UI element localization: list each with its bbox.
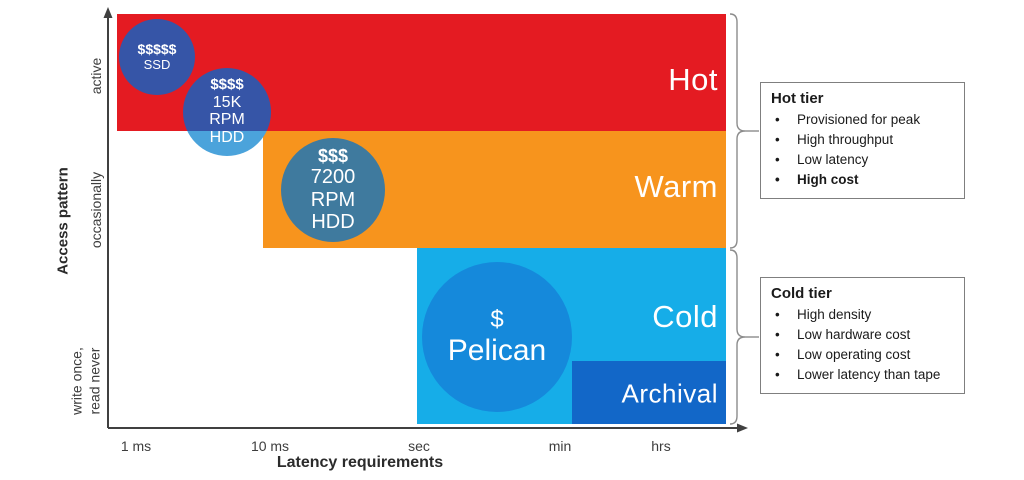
region-archival <box>572 361 726 424</box>
xtick-min: min <box>548 438 572 454</box>
warm-region-label: Warm <box>634 169 718 204</box>
7200-hdd-label-line1: 7200 <box>310 166 356 189</box>
list-item: • Provisioned for peak <box>771 110 954 130</box>
bullet-text: Provisioned for peak <box>797 112 921 127</box>
xtick-10ms: 10 ms <box>250 438 290 454</box>
ssd-cost: $$$$$ <box>137 40 177 57</box>
list-item: • Lower latency than tape <box>771 365 954 385</box>
15k-hdd-cost: $$$$ <box>210 75 244 93</box>
y-axis-arrow-icon <box>103 7 113 18</box>
archival-region-label: Archival <box>621 378 718 409</box>
cold-region-label: Cold <box>652 299 718 334</box>
ytick-occasionally: occasionally <box>88 171 104 249</box>
xtick-sec: sec <box>408 438 430 454</box>
cold-tier-bullet-list: • High density • Low hardware cost • Low op… <box>771 305 954 385</box>
bullet-text: Lower latency than tape <box>797 367 941 382</box>
bullet-text: Low hardware cost <box>797 327 911 342</box>
ytick-write-once-line2: read never <box>86 347 102 415</box>
list-item: • High cost <box>771 170 954 190</box>
15k-hdd-label-line1: 15K <box>212 93 242 111</box>
hot-tier-callout-title: Hot tier <box>771 90 824 107</box>
bubble-ssd: $$$$$ SSD <box>119 19 195 95</box>
pelican-cost: $ <box>490 305 504 333</box>
hot-tier-bullet-list: • Provisioned for peak • High throughput •… <box>771 110 954 190</box>
7200-hdd-cost: $$$ <box>317 146 349 167</box>
xtick-1ms: 1 ms <box>120 438 152 454</box>
bubble-15k-hdd: $$$$ 15K RPM HDD <box>183 68 271 156</box>
cold-tier-callout: Cold tier • High density • Low hardware co… <box>760 277 965 394</box>
bullet-text: High cost <box>797 172 859 187</box>
xtick-hrs: hrs <box>651 438 671 454</box>
cold-brace <box>729 249 746 425</box>
15k-hdd-label-line3: HDD <box>209 129 245 147</box>
bullet-text: Low operating cost <box>797 347 911 362</box>
hot-region-label: Hot <box>668 62 718 97</box>
pelican-label: Pelican <box>447 333 547 367</box>
x-axis-arrow-icon <box>737 423 748 433</box>
hot-warm-brace <box>729 13 746 249</box>
y-axis-title: Access pattern <box>54 167 72 275</box>
bubble-pelican: $ Pelican <box>422 262 572 412</box>
7200-hdd-label-line2: RPM <box>310 188 356 211</box>
cold-tier-callout-title: Cold tier <box>771 285 832 302</box>
bullet-text: High throughput <box>797 132 894 147</box>
15k-hdd-label-line2: RPM <box>209 111 245 129</box>
bubble-7200-hdd: $$$ 7200 RPM HDD <box>281 138 385 242</box>
x-axis-title: Latency requirements <box>276 454 444 471</box>
list-item: • Low operating cost <box>771 345 954 365</box>
ssd-label: SSD <box>143 56 171 72</box>
ytick-write-once-read-never: write once, read never <box>69 347 104 415</box>
list-item: • Low latency <box>771 150 954 170</box>
ytick-write-once-line1: write once, <box>68 347 85 415</box>
bullet-text: Low latency <box>797 152 869 167</box>
list-item: • High density <box>771 305 954 325</box>
list-item: • Low hardware cost <box>771 325 954 345</box>
7200-hdd-label-line3: HDD <box>311 211 355 234</box>
hot-tier-callout: Hot tier • Provisioned for peak • High thr… <box>760 82 965 199</box>
bullet-text: High density <box>797 307 872 322</box>
ytick-active: active <box>88 57 104 95</box>
list-item: • High throughput <box>771 130 954 150</box>
